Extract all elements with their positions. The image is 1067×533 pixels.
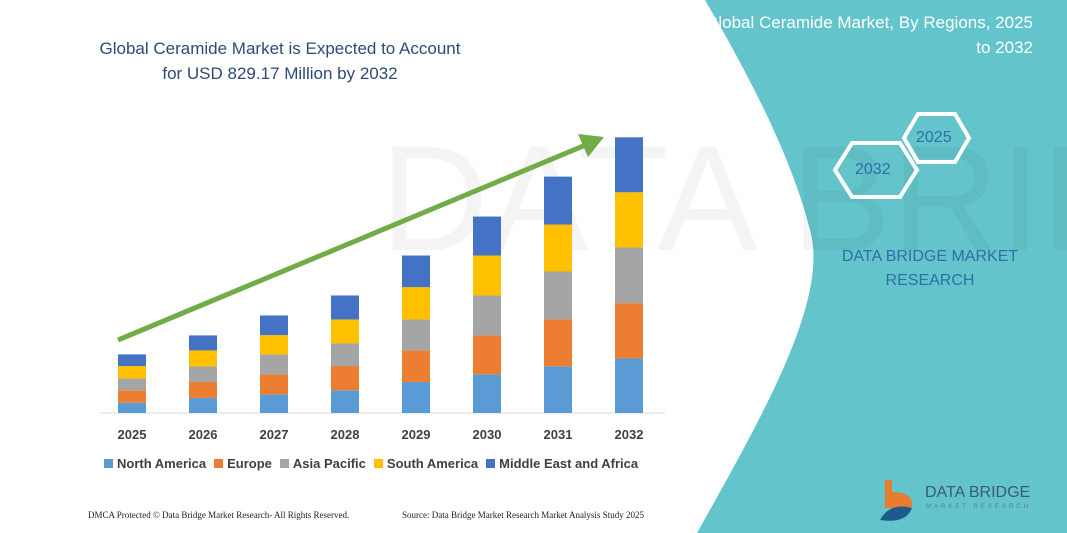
bar-segment [615, 137, 643, 193]
logo-subtext: MARKET RESEARCH [926, 504, 1031, 510]
bar-segment [473, 295, 501, 336]
logo-icon [880, 480, 912, 521]
bar-segment [473, 255, 501, 296]
bar-segment [615, 358, 643, 413]
bar-segment [189, 382, 217, 399]
bar-segment [402, 319, 430, 351]
bar-segment [402, 350, 430, 383]
legend-label: South America [386, 456, 479, 471]
bar-segment [331, 366, 359, 391]
source-text: Source: Data Bridge Market Research Mark… [402, 510, 644, 520]
hex-label-2025: 2025 [916, 129, 952, 146]
bar-segment [118, 354, 146, 367]
legend-item: Middle East and Africa [486, 456, 638, 471]
trend-arrow-head [578, 134, 604, 157]
bar-segment [473, 216, 501, 256]
x-tick-label: 2029 [402, 427, 431, 442]
hex-label-2032: 2032 [855, 161, 891, 178]
hexagon-2032 [832, 141, 920, 199]
logo-text: DATA BRIDGE [925, 484, 1031, 501]
bar-segment [402, 255, 430, 288]
legend-label: North America [117, 456, 207, 471]
bar-segment [473, 374, 501, 413]
legend: North America Europe Asia Pacific South … [104, 456, 638, 471]
hexagon-2025 [901, 112, 972, 164]
bar-segment [331, 343, 359, 367]
bar-segment [118, 378, 146, 391]
x-tick-label: 2032 [615, 427, 644, 442]
legend-label: Europe [227, 456, 272, 471]
legend-item: South America [373, 456, 479, 471]
bar-segment [189, 366, 217, 383]
bar-segment [118, 402, 146, 413]
bar-segment [118, 390, 146, 403]
bar-segment [544, 366, 572, 413]
bar-segment [402, 287, 430, 320]
bar-segment [189, 335, 217, 351]
legend-item: North America [104, 456, 206, 471]
x-tick-label: 2031 [544, 427, 573, 442]
x-tick-label: 2027 [260, 427, 289, 442]
legend-label: Middle East and Africa [499, 456, 639, 471]
x-tick-label: 2025 [118, 427, 147, 442]
bar-segment [331, 390, 359, 413]
chart: 2025 2026 2027 2028 2029 2030 2031 2032 [100, 134, 665, 442]
x-tick-label: 2030 [473, 427, 502, 442]
side-panel [697, 0, 1067, 533]
side-title: Global Ceramide Market, By Regions, 2025… [705, 13, 1033, 57]
bar-segment [331, 319, 359, 344]
bar-segment [260, 335, 288, 355]
bar-segment [260, 374, 288, 395]
legend-item: Asia Pacific [279, 456, 366, 471]
trend-arrow-line [117, 141, 589, 343]
chart-title: Global Ceramide Market is Expected to Ac… [99, 39, 461, 83]
bar-segment [118, 366, 146, 379]
bar-segment [260, 354, 288, 375]
bar-segment [189, 350, 217, 367]
bar-segment [544, 176, 572, 225]
bar-segment [260, 315, 288, 336]
copyright-text: DMCA Protected © Data Bridge Market Rese… [88, 510, 350, 520]
bar-segment [189, 398, 217, 413]
bar-segment [331, 295, 359, 320]
legend-label: Asia Pacific [292, 456, 366, 471]
bar-segment [402, 382, 430, 413]
bar-segment [615, 303, 643, 359]
bar-segment [615, 192, 643, 248]
bar-segment [260, 394, 288, 413]
x-tick-label: 2028 [331, 427, 360, 442]
brand-text: DATA BRIDGE MARKET RESEARCH [841, 248, 1019, 289]
bar-segment [544, 224, 572, 272]
bar-segment [544, 319, 572, 367]
bar-segment [615, 247, 643, 304]
x-tick-label: 2026 [189, 427, 218, 442]
legend-item: Europe [214, 456, 272, 471]
bar-segment [544, 271, 572, 320]
bar-segment [473, 335, 501, 375]
